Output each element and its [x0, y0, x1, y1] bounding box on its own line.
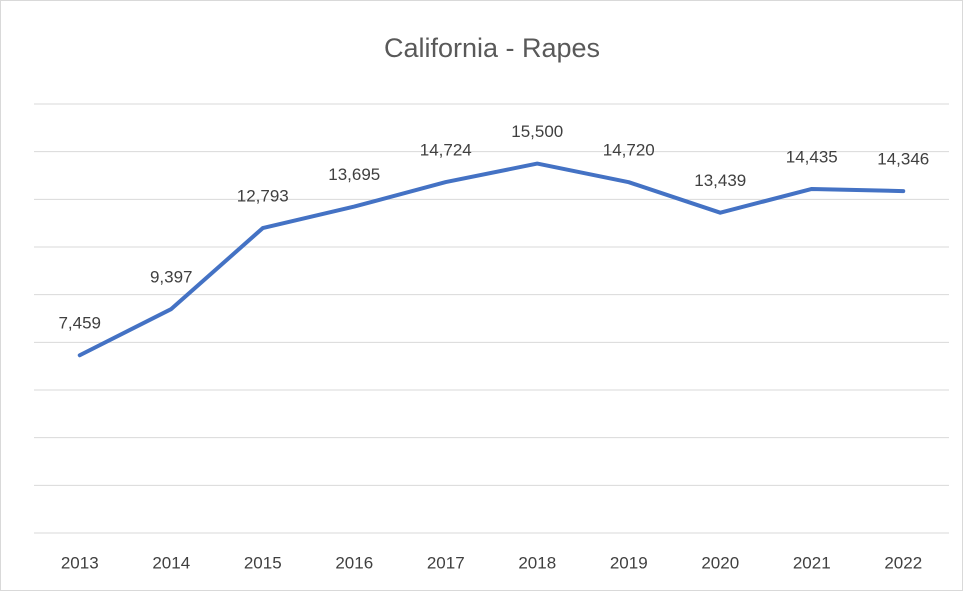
data-label: 12,793 [237, 187, 289, 206]
x-tick-label: 2019 [610, 553, 648, 572]
x-tick-label: 2020 [701, 553, 739, 572]
data-label: 14,346 [877, 150, 929, 169]
data-label: 14,720 [603, 141, 655, 160]
data-label: 13,439 [694, 171, 746, 190]
x-tick-label: 2018 [518, 553, 556, 572]
data-label: 13,695 [328, 165, 380, 184]
x-tick-label: 2014 [152, 553, 190, 572]
data-label: 7,459 [58, 314, 101, 333]
x-tick-label: 2015 [244, 553, 282, 572]
data-line [77, 161, 906, 358]
data-label: 14,724 [420, 141, 472, 160]
data-label: 15,500 [511, 122, 563, 141]
data-label: 9,397 [150, 268, 193, 287]
x-tick-label: 2017 [427, 553, 465, 572]
x-tick-label: 2022 [884, 553, 922, 572]
chart-title: California - Rapes [384, 33, 600, 63]
data-label: 14,435 [786, 147, 838, 166]
x-tick-label: 2016 [335, 553, 373, 572]
x-tick-label: 2021 [793, 553, 831, 572]
x-tick-label: 2013 [61, 553, 99, 572]
